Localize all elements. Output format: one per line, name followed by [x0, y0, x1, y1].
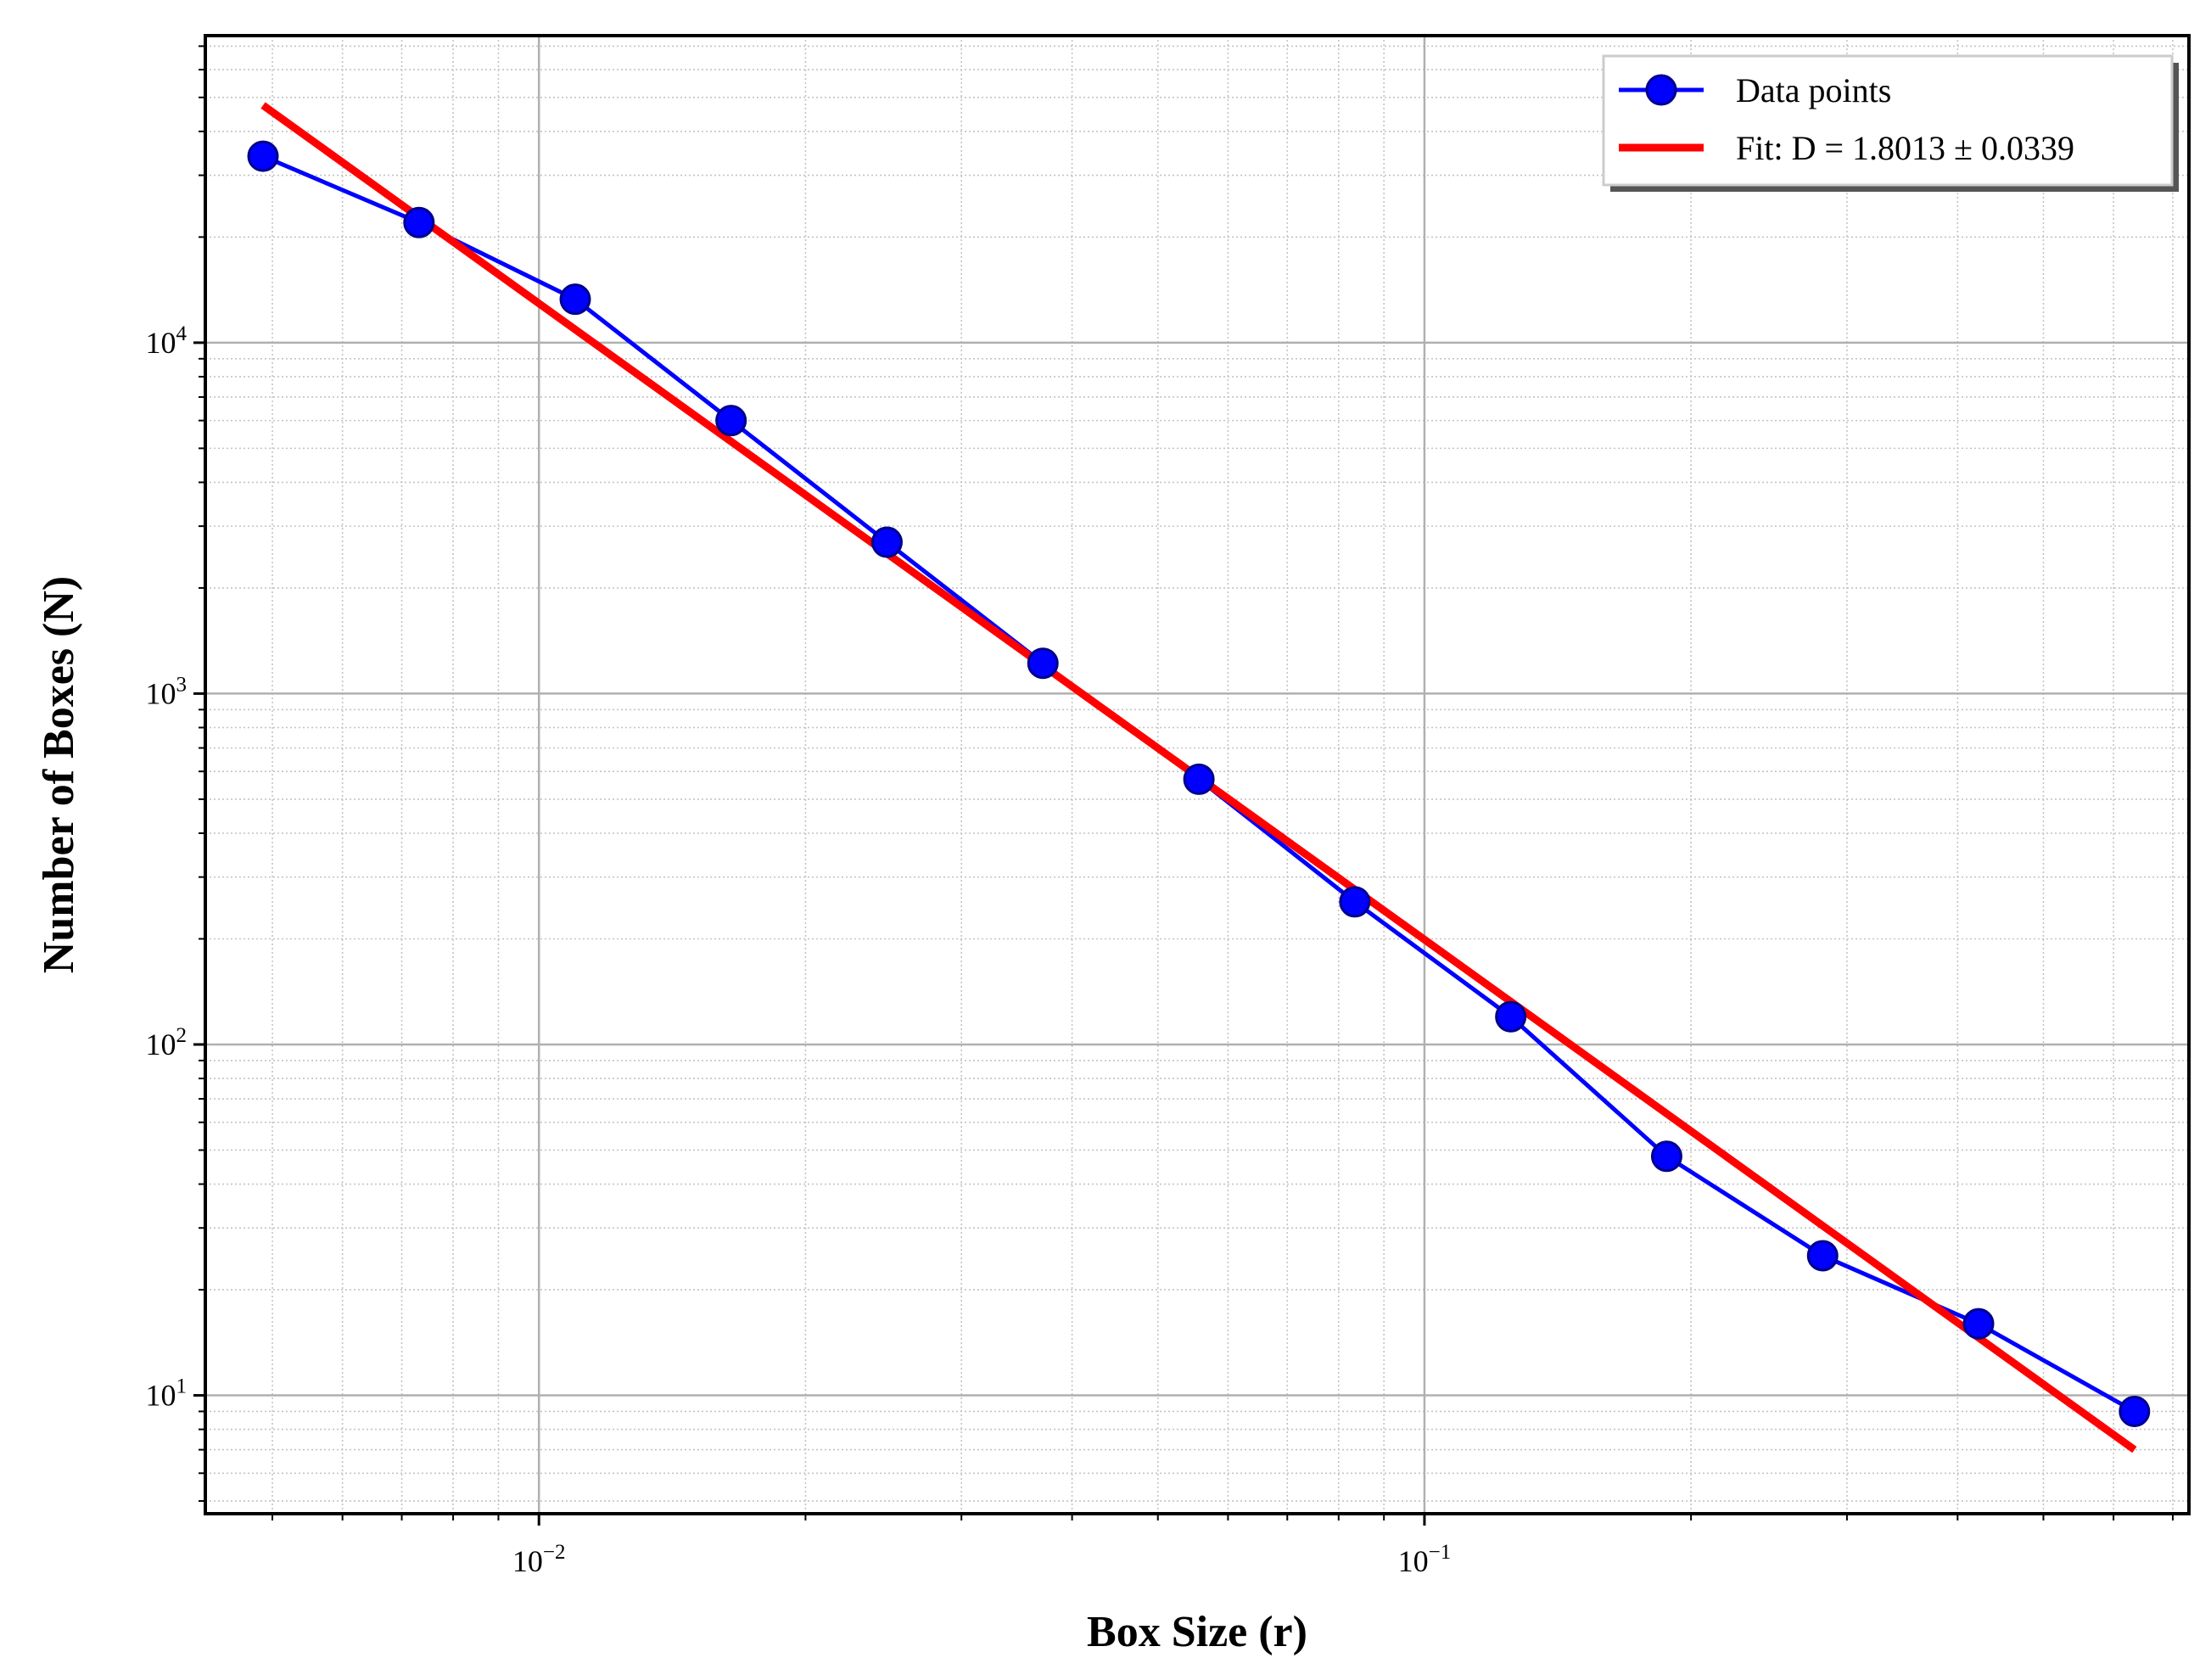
data-point-marker	[403, 206, 435, 238]
y-axis-title: Number of Boxes (N)	[35, 576, 83, 973]
data-point-marker	[1495, 1000, 1527, 1033]
legend-label-data-points: Data points	[1736, 71, 1891, 109]
ticks-layer	[193, 45, 2174, 1526]
data-point-marker	[1027, 647, 1059, 680]
data-point-marker	[715, 405, 747, 437]
data-point-marker	[559, 283, 591, 316]
y-tick-label: 101	[146, 1375, 188, 1413]
legend: Data points Fit: D = 1.8013 ± 0.0339	[1602, 54, 2179, 192]
data-point-marker	[247, 140, 279, 172]
legend-label-fit: Fit: D = 1.8013 ± 0.0339	[1736, 129, 2074, 167]
y-tick-label: 102	[146, 1024, 188, 1061]
data-point-marker	[1339, 886, 1371, 918]
major-grid	[205, 36, 2189, 1514]
x-axis-title: Box Size (r)	[1087, 1608, 1307, 1656]
series-layer	[247, 102, 2151, 1453]
y-tick-label: 103	[146, 673, 188, 710]
minor-grid	[205, 36, 2189, 1514]
data-point-marker	[1650, 1140, 1682, 1173]
legend-box	[1602, 54, 2174, 187]
y-tick-label: 104	[146, 322, 188, 360]
plot-frame	[204, 34, 2191, 1515]
data-point-marker	[870, 526, 903, 558]
data-point-marker	[2119, 1395, 2151, 1427]
y-tick-labels: 101 102 103 104	[146, 322, 188, 1413]
data-point-marker	[1183, 763, 1215, 795]
x-tick-label: 10−2	[512, 1541, 566, 1578]
x-tick-label: 10−1	[1398, 1541, 1452, 1578]
data-point-marker	[1962, 1308, 1995, 1340]
legend-marker-data-points	[1645, 74, 1677, 106]
x-tick-labels: 10−2 10−1	[512, 1541, 1451, 1578]
data-point-marker	[1806, 1240, 1839, 1272]
